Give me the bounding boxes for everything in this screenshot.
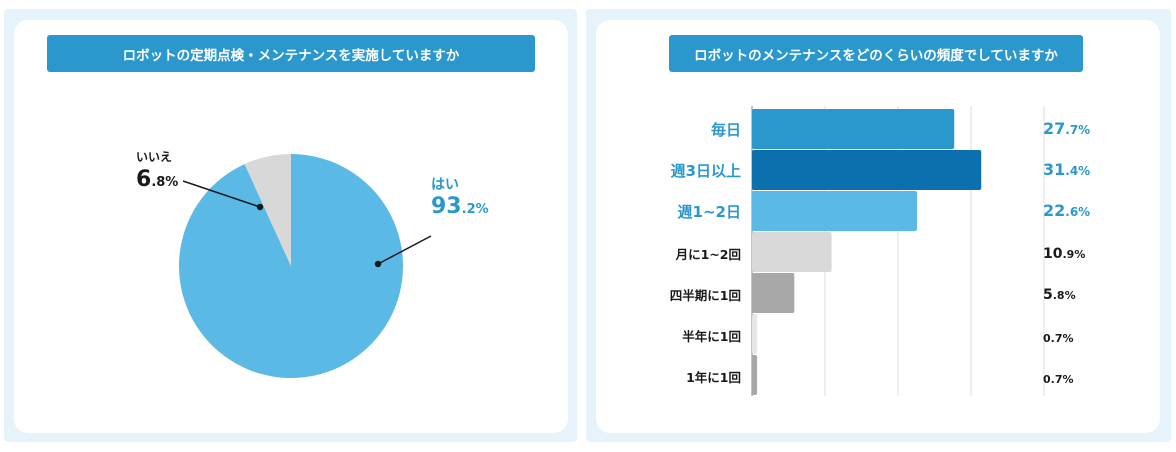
bar-value-dec: .4% xyxy=(1065,164,1091,179)
bar-category-label: 半年に1回 xyxy=(682,329,741,344)
pie-label-no-name: いいえ xyxy=(136,150,173,164)
pie-leader-no-dot xyxy=(256,203,264,211)
bar-title-banner: ロボットのメンテナンスをどのくらいの頻度でしていますか xyxy=(669,35,1083,72)
pie-leader-yes xyxy=(377,235,432,265)
pie-slice-yes xyxy=(178,154,403,379)
bar-value-int: 22 xyxy=(1043,201,1066,221)
pie-no-dec: .8% xyxy=(151,175,179,190)
bar-category-label: 週1~2日 xyxy=(677,203,741,221)
pie-label-yes-value: 93.2% xyxy=(431,194,489,219)
bar-value-label: 10.9% xyxy=(1043,243,1085,262)
bar-category-label: 1年に1回 xyxy=(686,370,741,385)
bar-value-dec: .7% xyxy=(1050,332,1074,346)
pie-title-banner: ロボットの定期点検・メンテナンスを実施していますか xyxy=(47,35,535,72)
bar-0 xyxy=(752,109,955,149)
pie-label-yes: はい 93.2% xyxy=(431,174,489,219)
bar-value-label: 5.8% xyxy=(1043,284,1076,303)
bar-value-label: 31.4% xyxy=(1043,160,1090,179)
bar-4 xyxy=(752,273,795,313)
pie-leader-yes-dot xyxy=(374,260,382,268)
bar-value-int: 0 xyxy=(1043,373,1051,387)
bar-value-dec: .8% xyxy=(1052,289,1076,303)
bar-category-label: 四半期に1回 xyxy=(669,288,741,303)
pie-yes-int: 93 xyxy=(431,194,462,219)
bar-category-label: 毎日 xyxy=(710,121,741,139)
bar-value-label: 22.6% xyxy=(1043,201,1090,220)
pie-label-no: いいえ 6.8% xyxy=(136,148,178,192)
bar-value-int: 0 xyxy=(1043,332,1051,346)
bar-value-int: 27 xyxy=(1043,119,1066,139)
bar-value-dec: .7% xyxy=(1050,373,1074,387)
bar-value-dec: .6% xyxy=(1065,205,1091,220)
pie-no-int: 6 xyxy=(136,167,152,192)
bar-value-int: 31 xyxy=(1043,160,1066,180)
pie-label-no-value: 6.8% xyxy=(136,167,178,192)
bar-value-label: 0.7% xyxy=(1043,327,1074,346)
bar-value-int: 10 xyxy=(1043,246,1063,263)
bar-2 xyxy=(752,191,917,231)
bar-6 xyxy=(752,355,758,395)
bar-5 xyxy=(752,314,758,354)
bar-value-dec: .9% xyxy=(1062,248,1086,262)
bar-value-int: 5 xyxy=(1043,287,1053,304)
bar-value-label: 0.7% xyxy=(1043,368,1074,387)
pie-yes-dec: .2% xyxy=(461,202,489,217)
bar-value-dec: .7% xyxy=(1065,123,1091,138)
bar-category-label: 月に1~2回 xyxy=(675,247,741,262)
pie-slice-no xyxy=(244,154,291,266)
bar-category-label: 週3日以上 xyxy=(670,162,741,180)
pie-leader-no xyxy=(182,180,261,208)
bar-3 xyxy=(752,232,832,272)
pie-label-yes-name: はい xyxy=(431,177,459,193)
bar-value-label: 27.7% xyxy=(1043,119,1090,138)
bar-1 xyxy=(752,150,982,190)
